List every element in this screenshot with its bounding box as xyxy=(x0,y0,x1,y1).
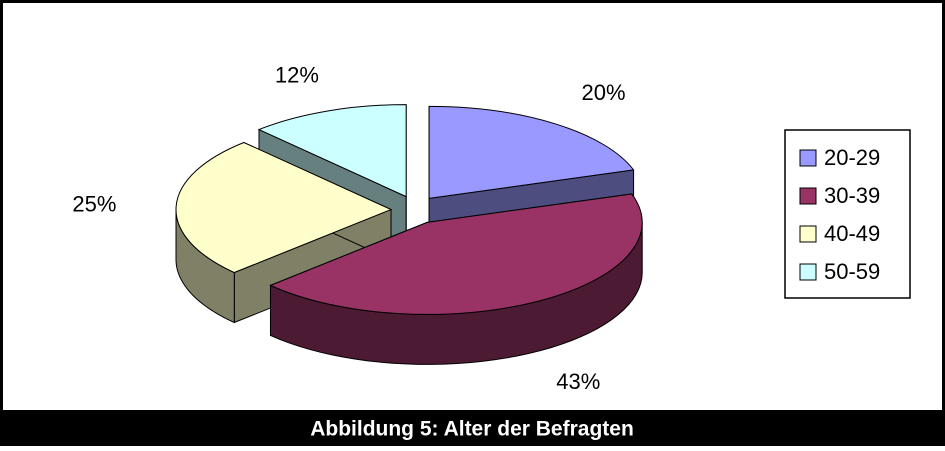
data-label: 20% xyxy=(581,80,625,105)
legend-label: 50-59 xyxy=(824,259,880,284)
legend-swatch xyxy=(799,263,817,281)
legend-swatch xyxy=(799,187,817,205)
data-label: 43% xyxy=(556,369,600,394)
slice xyxy=(269,193,643,315)
legend-label: 40-49 xyxy=(824,221,880,246)
slice xyxy=(428,105,635,199)
legend-label: 30-39 xyxy=(824,183,880,208)
slice xyxy=(175,141,393,274)
legend-swatch xyxy=(799,149,817,167)
slice xyxy=(257,104,407,198)
data-label: 12% xyxy=(275,63,319,88)
chart-title: Abbildung 5: Alter der Befragten xyxy=(310,418,634,441)
legend-swatch xyxy=(799,225,817,243)
title-bar xyxy=(0,410,945,446)
data-label: 25% xyxy=(72,191,116,216)
legend-label: 20-29 xyxy=(824,145,880,170)
